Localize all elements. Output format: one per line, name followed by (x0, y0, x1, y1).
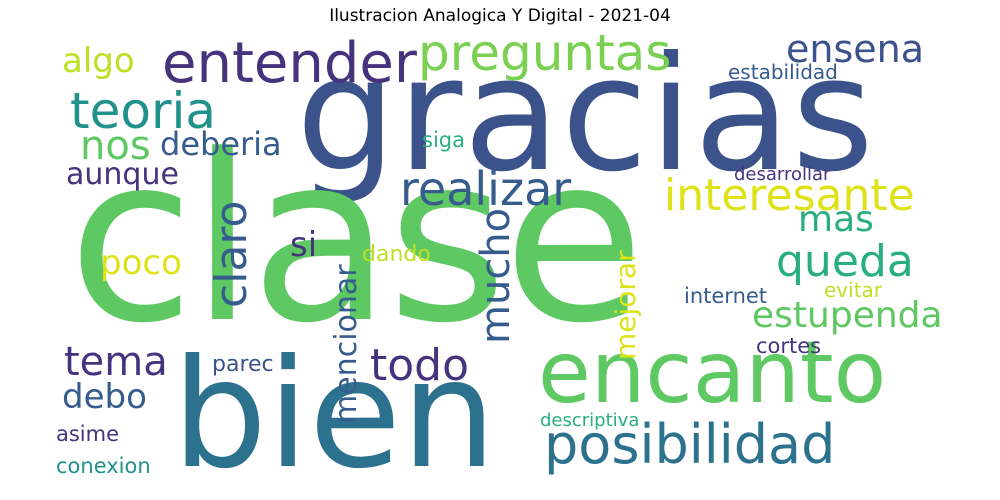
word-queda: queda (776, 236, 914, 287)
word-encanto: encanto (538, 323, 887, 423)
word-interesante: interesante (664, 170, 915, 221)
word-debo: debo (62, 377, 147, 417)
word-bien: bien (172, 328, 497, 500)
word-dando: dando (362, 242, 431, 267)
word-entender: entender (162, 31, 417, 96)
word-cortes: cortes (756, 334, 822, 358)
word-realizar: realizar (400, 162, 572, 216)
word-estupenda: estupenda (752, 295, 943, 336)
word-nos: nos (80, 123, 151, 169)
word-tema: tema (64, 339, 168, 385)
word-mejorar: mejorar (609, 250, 642, 360)
word-asime: asime (56, 422, 120, 446)
word-mucho: mucho (473, 207, 519, 344)
word-conexion: conexion (56, 454, 151, 478)
word-internet: internet (684, 284, 768, 308)
word-preguntas: preguntas (418, 24, 672, 82)
word-evitar: evitar (824, 278, 883, 302)
word-gracias: gracias (296, 23, 875, 207)
word-mencionar: mencionar (329, 264, 364, 424)
word-desarrollar: desarrollar (734, 164, 831, 185)
word-clase: clase (68, 107, 645, 374)
word-todo: todo (370, 340, 470, 391)
word-estabilidad: estabilidad (728, 60, 838, 84)
word-poco: poco (100, 243, 182, 283)
word-teoria: teoria (70, 82, 217, 140)
word-posibilidad: posibilidad (544, 413, 836, 476)
word-aunque: aunque (66, 157, 179, 192)
word-mas: mas (798, 199, 874, 240)
word-descriptiva: descriptiva (540, 410, 640, 431)
word-deberia: deberia (160, 125, 282, 163)
word-claro: claro (206, 200, 257, 308)
word-algo: algo (62, 41, 135, 81)
word-parec: parec (212, 352, 274, 377)
word-siga: siga (422, 128, 465, 152)
page-title: Ilustracion Analogica Y Digital - 2021-0… (329, 6, 671, 26)
word-ensena: ensena (786, 27, 925, 71)
word-si: si (290, 225, 318, 265)
